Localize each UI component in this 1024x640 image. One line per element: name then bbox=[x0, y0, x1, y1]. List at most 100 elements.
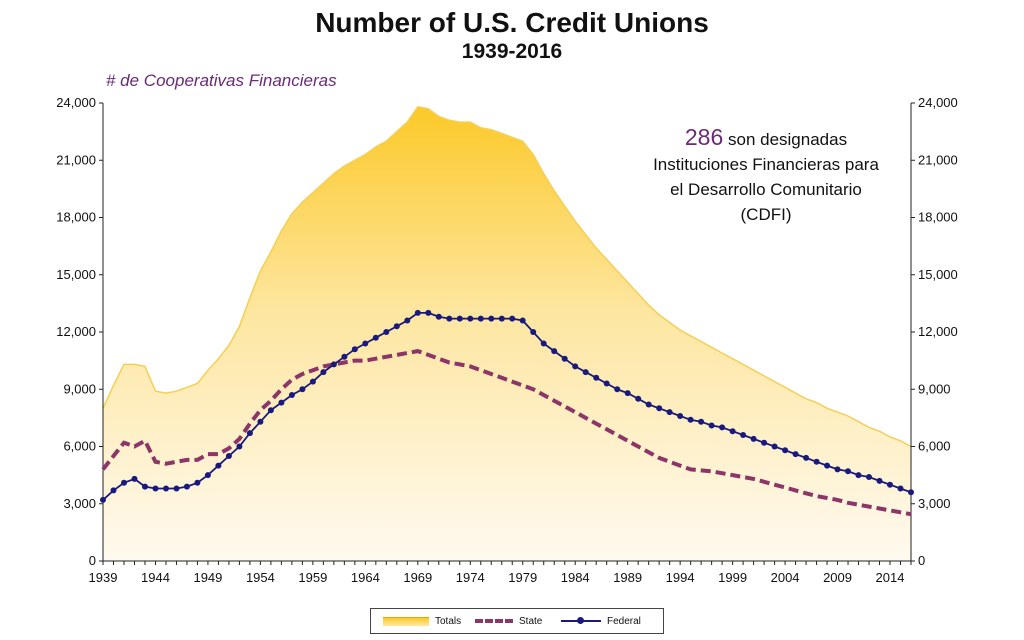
x-tick-label: 2004 bbox=[771, 570, 800, 585]
totals-area bbox=[103, 106, 911, 562]
y-tick-label-right: 15,000 bbox=[918, 267, 958, 282]
federal-point bbox=[908, 489, 914, 496]
federal-point bbox=[142, 483, 148, 490]
cdfi-annotation: 286 son designadas Instituciones Financi… bbox=[648, 125, 884, 227]
y-tick-label-right: 18,000 bbox=[918, 210, 958, 225]
y-tick-label-left: 6,000 bbox=[63, 439, 96, 454]
federal-point bbox=[288, 392, 295, 398]
federal-point bbox=[267, 407, 274, 414]
federal-point bbox=[393, 323, 400, 330]
federal-point bbox=[792, 451, 799, 458]
cdfi-text-first: son designadas bbox=[723, 130, 848, 149]
legend-item-state: State bbox=[475, 609, 542, 633]
federal-point bbox=[330, 361, 337, 368]
federal-point bbox=[708, 422, 715, 429]
federal-point bbox=[204, 472, 211, 479]
x-tick-label: 1964 bbox=[351, 570, 380, 585]
federal-point bbox=[309, 378, 316, 385]
federal-point bbox=[530, 329, 537, 335]
y-tick-label-right: 6,000 bbox=[918, 439, 951, 454]
y-tick-label-left: 12,000 bbox=[56, 324, 96, 339]
x-tick-label: 2014 bbox=[876, 570, 905, 585]
y-tick-label-right: 0 bbox=[918, 553, 925, 568]
federal-point bbox=[582, 369, 589, 376]
chart-title: Number of U.S. Credit Unions bbox=[315, 7, 709, 38]
x-tick-label: 1939 bbox=[89, 570, 118, 585]
federal-point bbox=[278, 399, 285, 406]
x-tick-label: 1979 bbox=[508, 570, 537, 585]
legend-label-federal: Federal bbox=[607, 615, 641, 627]
y-tick-label-right: 21,000 bbox=[918, 152, 958, 167]
federal-point bbox=[561, 355, 568, 362]
x-tick-label: 2009 bbox=[823, 570, 852, 585]
federal-point bbox=[624, 390, 631, 397]
federal-point bbox=[813, 458, 820, 465]
federal-point bbox=[477, 315, 484, 322]
federal-points bbox=[100, 309, 914, 503]
legend-label-totals: Totals bbox=[435, 615, 462, 627]
federal-point bbox=[383, 329, 390, 335]
federal-point bbox=[824, 462, 831, 469]
federal-point bbox=[803, 454, 810, 461]
y-tick-label-left: 21,000 bbox=[56, 152, 96, 167]
tick-labels: 0 0 3,000 3,000 6,000 6,000 9,000 9,000 12,000 12… bbox=[56, 95, 958, 585]
y-tick-label-right: 12,000 bbox=[918, 324, 958, 339]
legend-swatch-state bbox=[475, 619, 513, 623]
federal-point bbox=[614, 386, 621, 393]
federal-point bbox=[299, 386, 306, 393]
federal-point bbox=[131, 475, 138, 482]
federal-point bbox=[834, 466, 841, 473]
x-tick-label: 1974 bbox=[456, 570, 485, 585]
cdfi-count: 286 bbox=[684, 124, 724, 150]
federal-point bbox=[740, 432, 747, 438]
chart-subtitle: 1939-2016 bbox=[461, 40, 563, 63]
y-tick-label-left: 24,000 bbox=[56, 95, 96, 110]
federal-point bbox=[782, 447, 789, 454]
federal-point bbox=[887, 481, 893, 488]
y-axis-label: # de Cooperativas Financieras bbox=[106, 71, 337, 90]
state-line bbox=[101, 349, 912, 517]
legend-label-state: State bbox=[519, 615, 543, 627]
x-tick-label: 1954 bbox=[246, 570, 275, 585]
federal-point bbox=[519, 317, 526, 324]
legend-item-totals: Totals bbox=[383, 609, 461, 633]
federal-point bbox=[467, 315, 474, 322]
federal-point bbox=[225, 453, 232, 459]
federal-point bbox=[351, 346, 358, 353]
federal-point bbox=[645, 401, 652, 408]
federal-point bbox=[698, 418, 705, 425]
federal-point bbox=[121, 479, 127, 486]
federal-point bbox=[236, 443, 243, 450]
federal-point bbox=[110, 487, 117, 494]
federal-point bbox=[246, 430, 253, 437]
federal-point bbox=[656, 405, 663, 412]
federal-point bbox=[173, 485, 180, 492]
federal-point bbox=[362, 340, 369, 347]
totals-line bbox=[102, 105, 912, 448]
federal-point bbox=[425, 309, 432, 316]
federal-point bbox=[320, 369, 327, 376]
legend-swatch-federal bbox=[561, 616, 601, 626]
federal-point bbox=[446, 315, 453, 322]
federal-point bbox=[163, 485, 169, 492]
federal-point bbox=[341, 353, 348, 360]
cdfi-text-rest: Instituciones Financieras para el Desarr… bbox=[653, 155, 879, 224]
federal-point bbox=[456, 315, 463, 322]
federal-point bbox=[750, 435, 757, 442]
federal-point bbox=[414, 309, 421, 316]
federal-point bbox=[435, 313, 442, 320]
federal-point bbox=[572, 363, 579, 370]
federal-point bbox=[866, 474, 872, 480]
y-tick-label-left: 9,000 bbox=[63, 381, 96, 396]
y-tick-label-left: 18,000 bbox=[56, 210, 96, 225]
federal-point bbox=[635, 395, 642, 402]
federal-point bbox=[666, 409, 673, 416]
x-tick-label: 1969 bbox=[403, 570, 432, 585]
federal-point bbox=[876, 477, 883, 484]
axes bbox=[99, 102, 915, 565]
federal-point bbox=[719, 424, 726, 431]
legend-item-federal: Federal bbox=[561, 609, 641, 633]
federal-point bbox=[845, 468, 851, 475]
federal-point bbox=[404, 317, 411, 324]
